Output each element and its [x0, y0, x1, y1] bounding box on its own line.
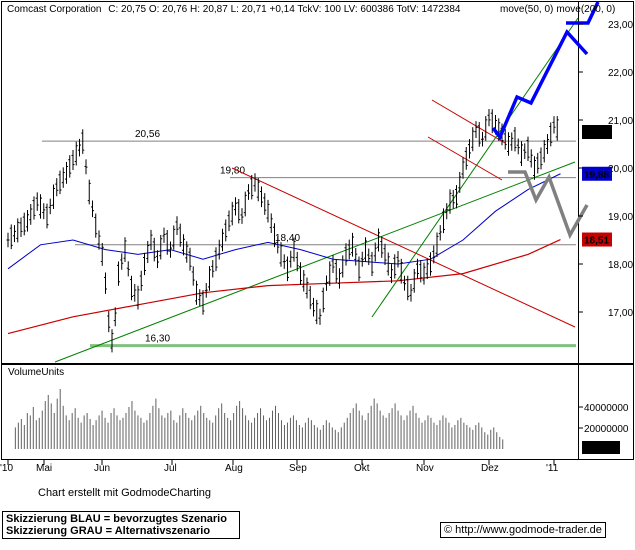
- price-panel: [1, 1, 634, 364]
- volume-axis: 20000000 40000000: [578, 403, 629, 435]
- price-tick-label: 23,00: [608, 20, 633, 31]
- price-tick-label: 19,00: [608, 212, 633, 223]
- level-label: 16,30: [145, 334, 170, 345]
- time-tick-label: '10: [0, 463, 13, 474]
- trendlines: [54, 17, 579, 363]
- horizontal-levels: 20,56 19,80 18,40 16,30: [42, 129, 576, 348]
- volume-tick-label: 40000000: [584, 403, 629, 414]
- price-tag-bg: [582, 232, 612, 247]
- price-tag-label: 19,88: [584, 170, 609, 181]
- price-tag-bg: [582, 125, 612, 139]
- time-tick-label: Dez: [481, 463, 499, 474]
- level-label: 19,80: [220, 166, 245, 177]
- price-tick-label: 18,00: [608, 260, 633, 271]
- price-tick-label: 22,00: [608, 68, 633, 79]
- price-tick-label: 21,00: [608, 116, 633, 127]
- channel-lower-line: [427, 136, 503, 181]
- price-tag-bg: [582, 166, 612, 181]
- time-tick-label: Mai: [36, 463, 52, 474]
- scenario-sketches: [491, 1, 600, 240]
- volume-tag-label: 600386: [584, 443, 618, 454]
- price-tick-label: 20,00: [608, 164, 633, 175]
- gray-scenario-path: [508, 170, 589, 240]
- time-tick-label: Jun: [94, 463, 110, 474]
- volume-tag-bg: [582, 441, 620, 454]
- level-label: 18,40: [275, 233, 300, 244]
- volume-tick-label: 20000000: [584, 424, 629, 435]
- price-bars: [6, 109, 559, 353]
- time-axis: '10 Mai Jun Jul Aug Sep Okt Nov Dez '11: [0, 459, 559, 474]
- time-tick-label: '11: [546, 463, 559, 474]
- price-tick-label: 17,00: [608, 308, 633, 319]
- copyright-link[interactable]: © http://www.godmode-trader.de: [440, 522, 606, 538]
- price-tag-label: 20,75: [584, 128, 609, 139]
- steep-uptrend-line: [371, 17, 579, 318]
- chart-credit: Chart erstellt mit GodmodeCharting: [38, 487, 212, 499]
- legend-gray: Skizzierung GRAU = Alternativszenario: [6, 525, 211, 537]
- time-tick-label: Okt: [354, 463, 370, 474]
- volume-label: VolumeUnits: [8, 367, 64, 378]
- time-tick-label: Jul: [164, 463, 177, 474]
- volume-bars: [14, 389, 504, 449]
- support-trendline: [54, 161, 576, 363]
- time-tick-label: Nov: [416, 463, 434, 474]
- level-label: 20,56: [135, 129, 160, 140]
- price-tags: 20,75 19,88 18,51 600386: [582, 125, 620, 454]
- channel-upper-line: [431, 99, 506, 144]
- chart-title: Comcast Corporation C: 20,75 O: 20,76 H:…: [7, 4, 461, 15]
- blue-scenario-path: [491, 28, 589, 141]
- legend-blue: Skizzierung BLAU = bevorzugtes Szenario: [6, 513, 227, 525]
- time-tick-label: Aug: [225, 463, 243, 474]
- resistance-trendline: [231, 167, 576, 328]
- ma50-line: [7, 173, 561, 270]
- time-tick-label: Sep: [289, 463, 307, 474]
- blue-scenario-top: [566, 1, 600, 25]
- price-axis: 17,00 18,00 19,00 20,00 21,00 22,00 23,00: [578, 20, 633, 319]
- scenario-legend: Skizzierung BLAU = bevorzugtes Szenario …: [2, 511, 240, 539]
- ma-legend: move(50, 0) move(200, 0): [500, 4, 615, 15]
- price-tag-label: 18,51: [584, 236, 609, 247]
